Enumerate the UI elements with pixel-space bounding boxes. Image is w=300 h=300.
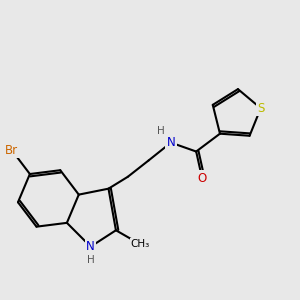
Text: Br: Br <box>5 144 19 157</box>
Text: S: S <box>257 102 264 115</box>
Text: O: O <box>197 172 207 185</box>
Text: N: N <box>86 240 95 253</box>
Text: H: H <box>157 126 164 136</box>
Text: N: N <box>167 136 175 149</box>
Text: H: H <box>87 255 94 265</box>
Text: CH₃: CH₃ <box>131 239 150 249</box>
